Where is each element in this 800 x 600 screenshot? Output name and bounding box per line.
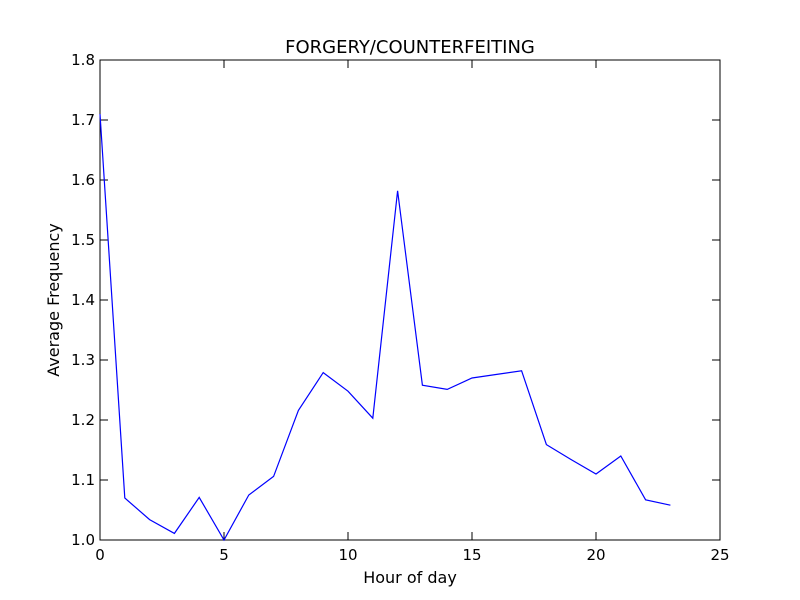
y-tick-label: 1.2 bbox=[71, 411, 95, 429]
x-tick-label: 15 bbox=[462, 546, 481, 564]
series-group bbox=[99, 113, 671, 542]
y-tick-label: 1.1 bbox=[71, 471, 95, 489]
y-tick-label: 1.6 bbox=[71, 171, 95, 189]
y-tick-label: 1.8 bbox=[71, 51, 95, 69]
y-tick-label: 1.7 bbox=[71, 111, 95, 129]
x-tick-label: 25 bbox=[710, 546, 729, 564]
y-axis-label: Average Frequency bbox=[44, 223, 63, 376]
x-tick-label: 20 bbox=[586, 546, 605, 564]
x-tick-label: 10 bbox=[338, 546, 357, 564]
y-tick-label: 1.4 bbox=[71, 291, 95, 309]
axis-ticks bbox=[99, 59, 721, 541]
y-tick-label: 1.3 bbox=[71, 351, 95, 369]
x-tick-label: 5 bbox=[219, 546, 229, 564]
series-line bbox=[99, 113, 671, 542]
x-axis-label: Hour of day bbox=[363, 568, 457, 587]
y-tick-label: 1.0 bbox=[71, 531, 95, 549]
y-tick-label: 1.5 bbox=[71, 231, 95, 249]
x-tick-label: 0 bbox=[95, 546, 105, 564]
chart-title: FORGERY/COUNTERFEITING bbox=[285, 37, 535, 58]
tick-labels: 0 5 10 15 20 25 1.0 1.1 1.2 1.3 1.4 1.5 1.6 1.7 1.8 bbox=[71, 51, 729, 564]
